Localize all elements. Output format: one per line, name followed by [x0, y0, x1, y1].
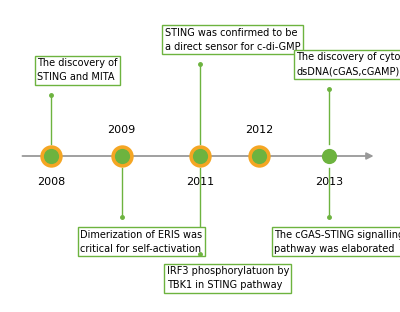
Point: [118, 154, 125, 158]
Point: [256, 154, 262, 158]
Text: 2011: 2011: [186, 178, 214, 188]
Point: [197, 154, 203, 158]
Text: The cGAS-STING signalling
pathway was elaborated: The cGAS-STING signalling pathway was el…: [274, 230, 400, 254]
Point: [197, 154, 203, 158]
Point: [48, 154, 54, 158]
Point: [256, 154, 262, 158]
Point: [326, 154, 332, 158]
Text: IRF3 phosphorylatuon by
TBK1 in STING pathway: IRF3 phosphorylatuon by TBK1 in STING pa…: [167, 266, 289, 290]
Text: The discovery of cytosolic
dsDNA(cGAS,cGAMP): The discovery of cytosolic dsDNA(cGAS,cG…: [296, 52, 400, 76]
Text: 2013: 2013: [315, 178, 344, 188]
Text: 2012: 2012: [245, 124, 273, 134]
Text: Dimerization of ERIS was
critical for self-activation: Dimerization of ERIS was critical for se…: [80, 230, 202, 254]
Text: STING was confirmed to be
a direct sensor for c-di-GMP: STING was confirmed to be a direct senso…: [165, 28, 300, 52]
Point: [118, 154, 125, 158]
Text: 2008: 2008: [37, 178, 65, 188]
Text: The discovery of
STING and MITA: The discovery of STING and MITA: [37, 58, 118, 82]
Text: 2009: 2009: [108, 124, 136, 134]
Point: [48, 154, 54, 158]
